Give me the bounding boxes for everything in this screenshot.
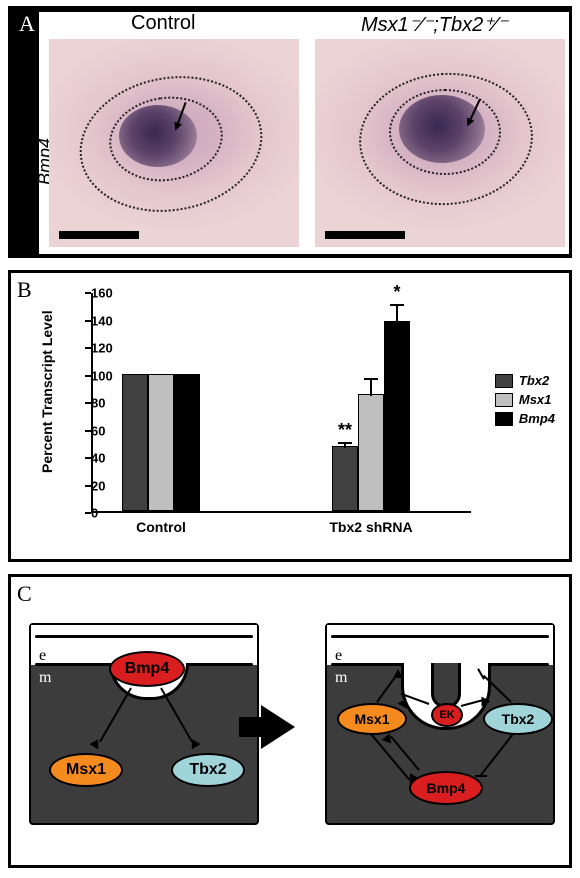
micrograph-control [49, 39, 299, 247]
node-bmp4: Bmp4 [109, 651, 185, 687]
bar-msx1 [148, 374, 174, 512]
node-label: Tbx2 [189, 761, 226, 779]
micrograph-bg [49, 39, 299, 247]
panel-a: A Bmp4 Control Msx1⁻⁄⁻;Tbx2⁺⁄⁻ [8, 6, 572, 258]
node-label: Msx1 [66, 761, 106, 779]
panel-b-label: B [17, 277, 32, 303]
arrow-head [187, 739, 200, 752]
arrow-line [376, 674, 398, 703]
diagram-early: e m Bmp4 Msx1 Tbx2 [29, 623, 259, 825]
node-label: Msx1 [354, 711, 389, 727]
scale-bar [59, 231, 139, 239]
arrow-line [390, 736, 420, 771]
bar-bmp4 [384, 321, 410, 511]
node-ek: EK [431, 703, 463, 727]
bar-msx1 [358, 394, 384, 511]
bar-bmp4 [174, 374, 200, 512]
legend-swatch [495, 393, 513, 407]
bar-chart: *** Control Tbx2 shRNA 02040608010012014… [91, 293, 471, 513]
panel-a-right-title: Msx1⁻⁄⁻;Tbx2⁺⁄⁻ [361, 12, 508, 37]
micrograph-bg [315, 39, 565, 247]
node-label: Tbx2 [502, 711, 535, 727]
significance-marker: * [393, 282, 400, 303]
label-m: m [335, 669, 347, 687]
bud-indent [431, 663, 461, 708]
panel-c: C e m Bmp4 Msx1 Tbx2 [8, 574, 572, 868]
label-m: m [39, 669, 51, 687]
label-e: e [335, 647, 342, 665]
x-label-shrna: Tbx2 shRNA [329, 519, 412, 535]
micrograph-mutant [315, 39, 565, 247]
legend-swatch [495, 412, 513, 426]
legend-label: Bmp4 [519, 411, 555, 426]
legend-item-tbx2: Tbx2 [495, 373, 555, 388]
legend-item-bmp4: Bmp4 [495, 411, 555, 426]
legend-item-msx1: Msx1 [495, 392, 555, 407]
panel-b: B *** Control Tbx2 shRNA 020406080100120… [8, 270, 572, 562]
arrow-line [99, 688, 132, 743]
significance-marker: ** [338, 420, 352, 441]
epi-outer-line [331, 635, 549, 638]
x-axis [91, 511, 471, 513]
stain-center [119, 105, 197, 167]
legend: Tbx2 Msx1 Bmp4 [495, 373, 555, 430]
arrow-head [393, 669, 403, 678]
transition-arrow [261, 705, 295, 749]
arrow-head [482, 697, 491, 707]
arrow-head [382, 732, 394, 744]
error-cap [390, 304, 404, 306]
node-label: Bmp4 [125, 660, 169, 678]
figure-root: A Bmp4 Control Msx1⁻⁄⁻;Tbx2⁺⁄⁻ B [0, 0, 580, 878]
error-cap [364, 378, 378, 380]
node-label: Bmp4 [427, 780, 466, 796]
repression-bar [475, 775, 487, 777]
panel-a-left-title: Control [131, 12, 195, 35]
arrow-line [479, 733, 514, 777]
epi-outer-line [35, 635, 253, 638]
label-e: e [39, 647, 46, 665]
error-bar [370, 378, 372, 396]
stain-center [399, 95, 485, 163]
legend-label: Tbx2 [519, 373, 549, 388]
error-cap [338, 442, 352, 444]
arrow-line [160, 688, 193, 743]
node-bmp4: Bmp4 [409, 771, 483, 805]
node-msx1: Msx1 [337, 703, 407, 735]
bar-tbx2 [332, 446, 358, 511]
panel-c-label: C [17, 581, 32, 607]
y-axis-label: Percent Transcript Level [39, 310, 55, 473]
legend-swatch [495, 374, 513, 388]
node-tbx2: Tbx2 [171, 753, 245, 787]
x-label-control: Control [136, 519, 186, 535]
legend-label: Msx1 [519, 392, 552, 407]
arrow-head [398, 699, 407, 709]
error-bar [396, 304, 398, 323]
node-tbx2: Tbx2 [483, 703, 553, 735]
bar-tbx2 [122, 374, 148, 512]
scale-bar [325, 231, 405, 239]
epithelium [327, 625, 553, 665]
panel-a-label: A [15, 11, 39, 37]
node-label: EK [439, 709, 454, 721]
diagram-late: e m EK Msx1 Tbx2 Bmp4 [325, 623, 555, 825]
node-msx1: Msx1 [49, 753, 123, 787]
